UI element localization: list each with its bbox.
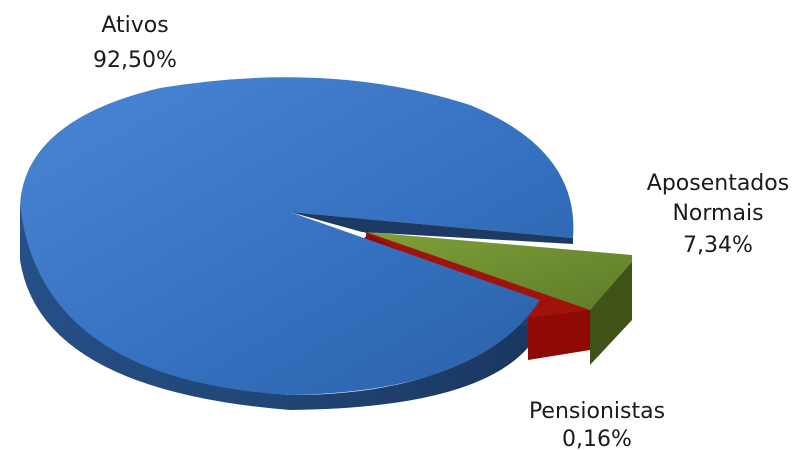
slice-label-pensionistas: Pensionistas — [529, 399, 665, 424]
slice-label-ativos: Ativos — [101, 13, 168, 38]
slice-aposentados-side — [590, 258, 632, 365]
slice-label-aposentados-line2: Normais — [672, 201, 763, 226]
slice-value-pensionistas: 0,16% — [562, 427, 632, 450]
slice-pensionistas-side — [364, 232, 590, 360]
slice-value-aposentados: 7,34% — [683, 233, 753, 258]
slice-pensionistas-top — [364, 232, 590, 318]
slice-ativos-top — [20, 77, 574, 396]
slice-aposentados-top — [366, 232, 632, 310]
slice-label-aposentados-line1: Aposentados — [647, 171, 789, 196]
slice-value-ativos: 92,50% — [93, 48, 177, 73]
slice-ativos-notch — [290, 212, 573, 244]
